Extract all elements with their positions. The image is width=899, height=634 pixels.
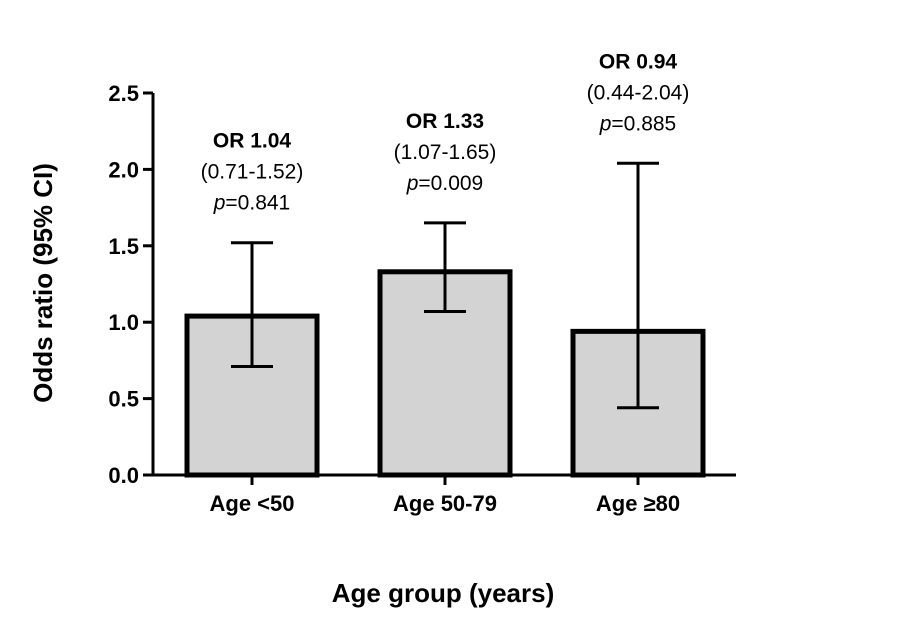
p-value: =0.885 bbox=[611, 112, 676, 135]
y-axis-title: Odds ratio (95% CI) bbox=[28, 163, 58, 403]
p-value: =0.009 bbox=[418, 172, 483, 195]
y-axis: 0.0 0.5 1.0 1.5 2.0 2.5 bbox=[108, 81, 155, 488]
y-tick-label: 1.0 bbox=[108, 310, 139, 335]
y-tick-label: 2.0 bbox=[108, 157, 139, 182]
or-label: OR 0.94 bbox=[599, 50, 678, 73]
x-axis-title: Age group (years) bbox=[332, 578, 555, 608]
p-value: =0.841 bbox=[225, 192, 290, 215]
p-value-label: p=0.885 bbox=[599, 112, 677, 135]
y-tick-label: 0.5 bbox=[108, 387, 139, 412]
or-label: OR 1.04 bbox=[213, 130, 292, 153]
x-tick-label: Age 50-79 bbox=[393, 491, 497, 516]
p-symbol: p bbox=[213, 192, 226, 215]
x-tick-label: Age <50 bbox=[210, 491, 295, 516]
p-value-label: p=0.841 bbox=[213, 192, 291, 215]
p-value-label: p=0.009 bbox=[406, 172, 484, 195]
error-bars bbox=[231, 161, 659, 410]
y-tick-label: 1.5 bbox=[108, 234, 139, 259]
x-tick-label: Age ≥80 bbox=[596, 491, 680, 516]
x-axis: Age <50 Age 50-79 Age ≥80 bbox=[153, 473, 736, 516]
p-symbol: p bbox=[599, 112, 612, 135]
ci-label: (0.44-2.04) bbox=[587, 81, 690, 104]
ci-label: (1.07-1.65) bbox=[394, 141, 497, 164]
or-label: OR 1.33 bbox=[406, 110, 484, 133]
ci-label: (0.71-1.52) bbox=[201, 161, 304, 184]
y-tick-label: 2.5 bbox=[108, 81, 139, 106]
y-tick-label: 0.0 bbox=[108, 463, 139, 488]
p-symbol: p bbox=[406, 172, 419, 195]
